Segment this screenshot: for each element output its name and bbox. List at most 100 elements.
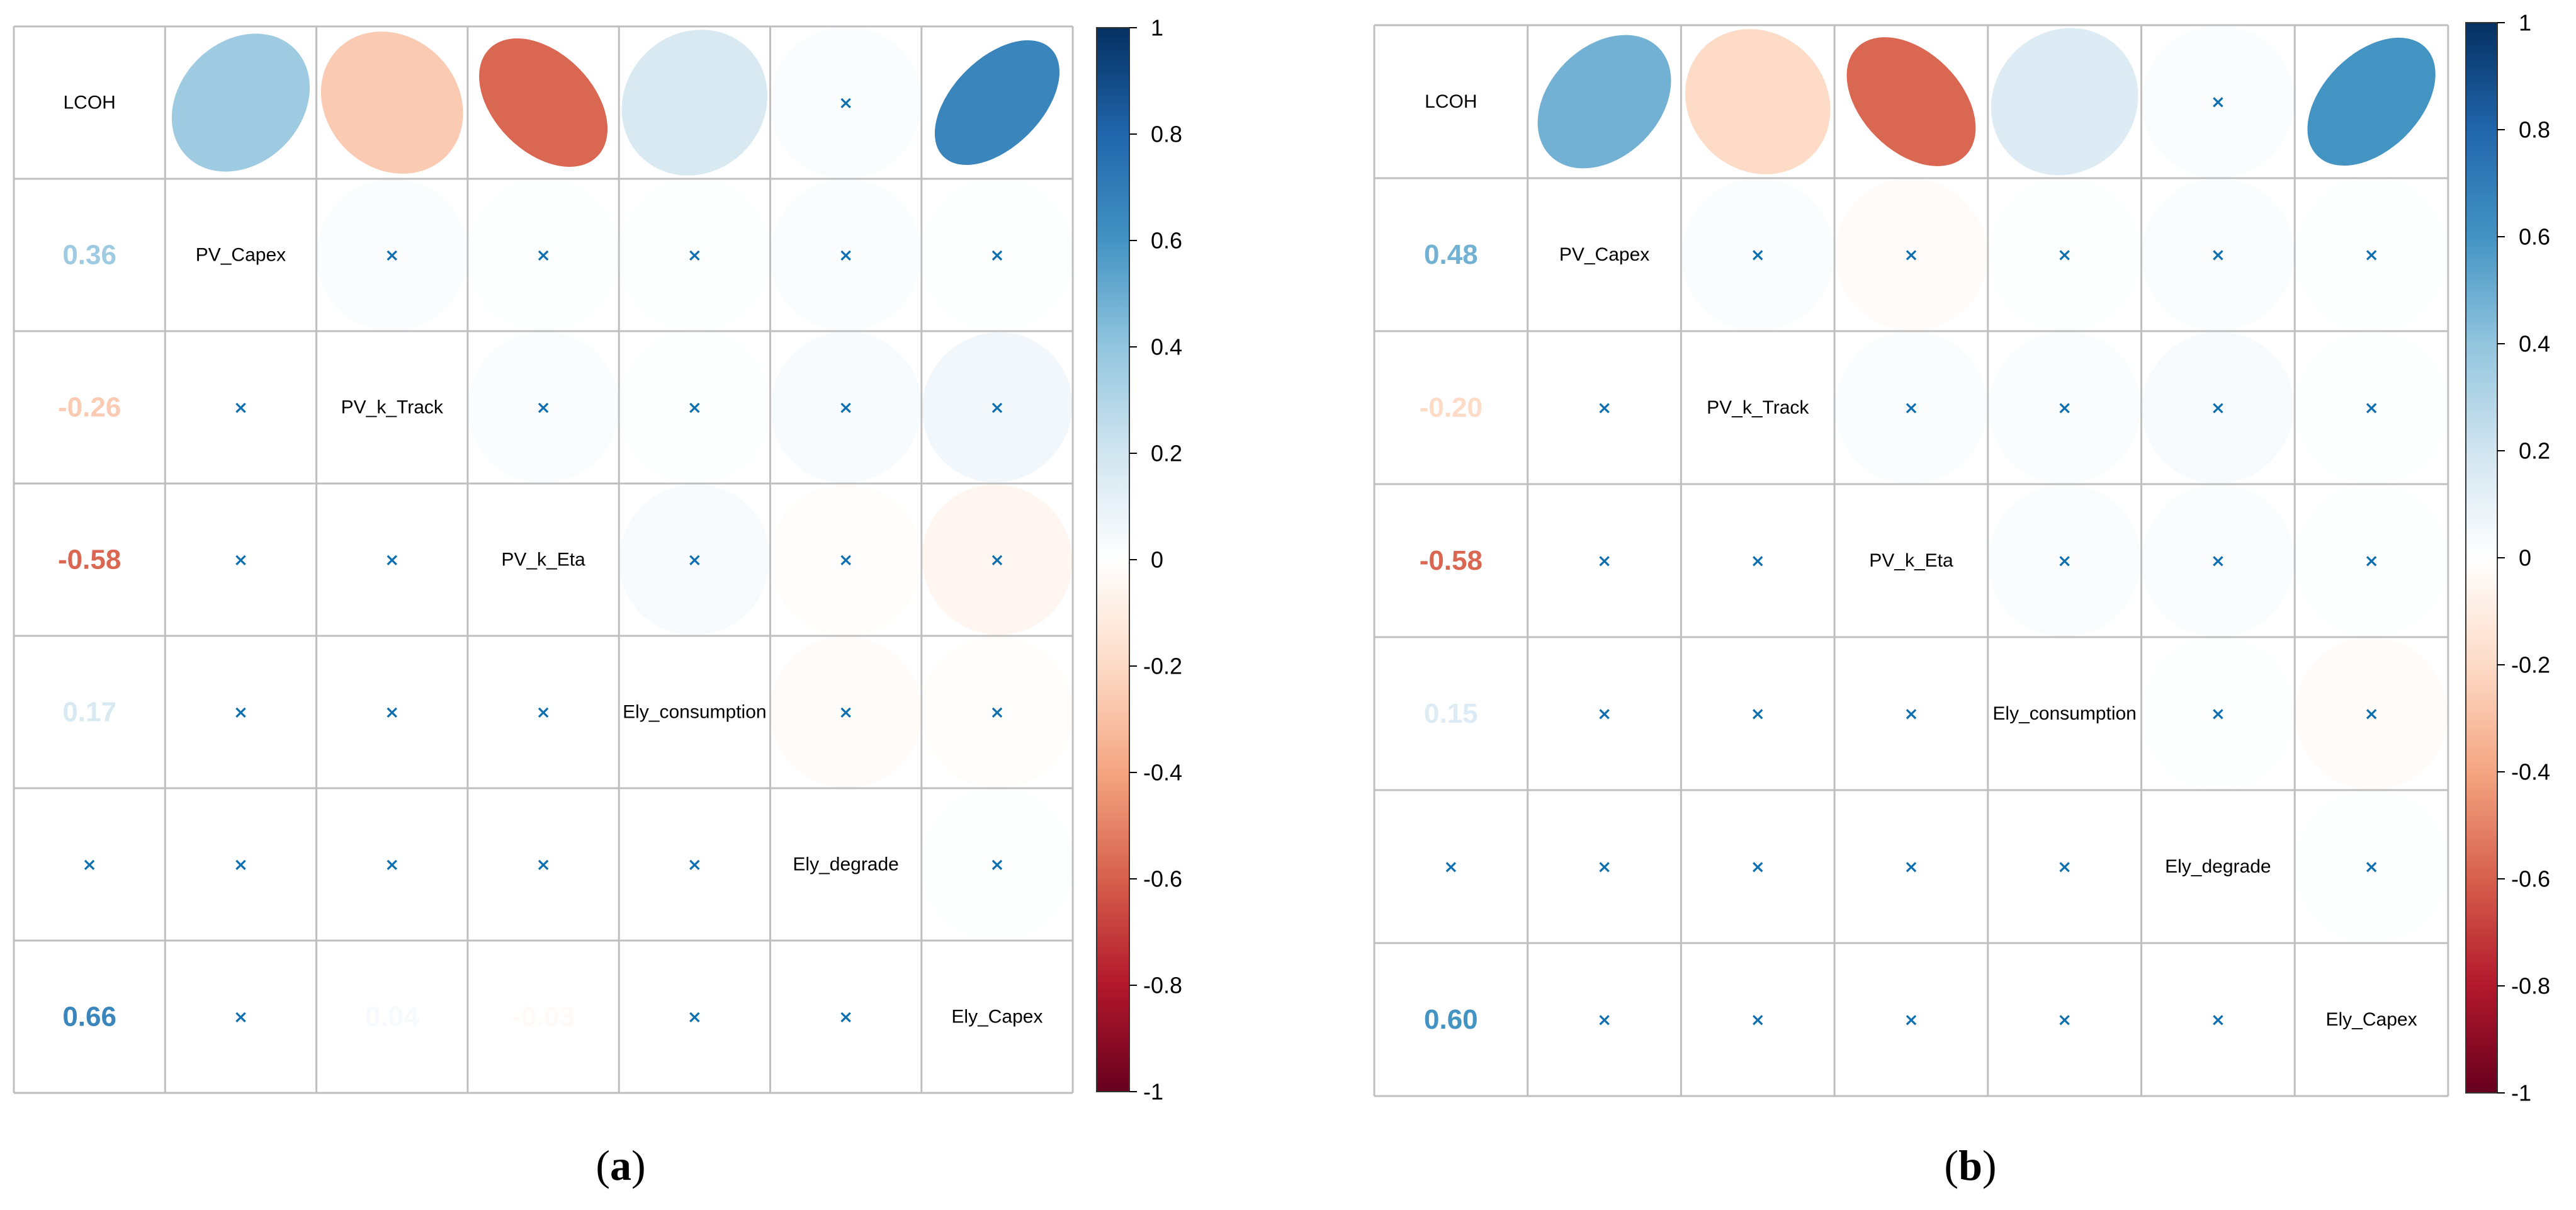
ellipse-cell-0-0-6 — [934, 40, 1059, 166]
ellipse-cell-0-0-4 — [621, 30, 768, 176]
insignificant-mark-cell-0-1-3: × — [536, 245, 550, 266]
coef-label-cell-1-6-0: 0.60 — [1424, 1004, 1478, 1035]
insignificant-mark-cell-1-3-6: × — [2364, 550, 2378, 571]
variable-label-ely-consumption: Ely_consumption — [623, 702, 766, 723]
insignificant-mark-cell-0-2-1: × — [234, 397, 248, 418]
insignificant-mark-cell-0-5-2: × — [385, 854, 399, 875]
ellipse-cell-0-1-2 — [316, 179, 468, 331]
insignificant-mark-cell-0-1-5: × — [839, 245, 853, 266]
colorbar-tick-label: -0.2 — [1143, 653, 1182, 679]
insignificant-mark-cell-0-5-0: × — [82, 854, 96, 875]
ellipse-cell-1-1-3 — [1835, 178, 1987, 331]
insignificant-mark-cell-0-4-3: × — [536, 702, 550, 723]
caption-b-letter: b — [1958, 1141, 1982, 1189]
ellipse-cell-1-3-6 — [2295, 484, 2448, 637]
ellipse-cell-1-0-4 — [1991, 28, 2138, 176]
insignificant-mark-cell-1-2-4: × — [2057, 397, 2072, 418]
variable-label-pv-k-track: PV_k_Track — [1707, 397, 1809, 418]
insignificant-mark-cell-1-2-6: × — [2364, 397, 2378, 418]
ellipse-cell-1-2-6 — [2295, 331, 2448, 484]
ellipse-cell-0-0-1 — [171, 33, 310, 172]
insignificant-mark-cell-1-6-4: × — [2057, 1009, 2072, 1030]
variable-label-ely-degrade: Ely_degrade — [793, 854, 898, 875]
ellipse-cell-1-5-6 — [2295, 790, 2448, 943]
insignificant-mark-cell-1-0-5: × — [2211, 91, 2225, 112]
insignificant-mark-cell-0-3-4: × — [687, 550, 702, 570]
insignificant-mark-cell-1-3-5: × — [2211, 550, 2225, 571]
coef-label-cell-1-3-0: -0.58 — [1420, 545, 1483, 576]
ellipse-cell-1-0-1 — [1537, 35, 1671, 169]
colorbar-tick-label: -1 — [2511, 1080, 2531, 1106]
insignificant-mark-cell-0-4-2: × — [385, 702, 399, 723]
ellipse-cell-0-1-4 — [618, 179, 771, 331]
variable-label-pv-capex: PV_Capex — [1559, 244, 1649, 265]
variable-label-ely-degrade: Ely_degrade — [2165, 856, 2271, 877]
insignificant-mark-cell-1-6-5: × — [2211, 1009, 2225, 1030]
insignificant-mark-cell-0-1-6: × — [990, 245, 1004, 266]
colorbar-tick-label: -0.4 — [1143, 760, 1182, 786]
insignificant-mark-cell-1-1-2: × — [1751, 244, 1765, 265]
ellipse-cell-1-1-4 — [1988, 178, 2141, 331]
colorbar-tick-label: 1 — [1151, 15, 1163, 41]
colorbar-tick-label: -1 — [1143, 1079, 1163, 1105]
insignificant-mark-cell-0-6-5: × — [839, 1007, 853, 1027]
insignificant-mark-cell-1-6-2: × — [1751, 1009, 1765, 1030]
insignificant-mark-cell-0-5-3: × — [536, 854, 550, 875]
ellipse-cell-1-0-2 — [1685, 29, 1831, 174]
variable-label-ely-capex: Ely_Capex — [2326, 1009, 2417, 1030]
caption-b: (b) — [1944, 1141, 1997, 1189]
ellipse-cell-1-0-6 — [2307, 37, 2436, 166]
coef-label-cell-0-1-0: 0.36 — [62, 240, 116, 271]
insignificant-mark-cell-0-1-4: × — [687, 245, 702, 266]
insignificant-mark-cell-0-0-5: × — [839, 93, 853, 113]
ellipse-cell-0-0-2 — [320, 31, 463, 174]
ellipse-cell-0-4-5 — [770, 636, 922, 788]
insignificant-mark-cell-0-6-4: × — [687, 1007, 702, 1027]
ellipse-cell-0-2-5 — [770, 331, 922, 483]
coef-label-cell-1-1-0: 0.48 — [1424, 239, 1478, 270]
ellipse-cell-0-1-3 — [467, 179, 619, 331]
colorbar-tick-label: -0.4 — [2511, 759, 2550, 785]
coef-label-cell-0-2-0: -0.26 — [58, 392, 121, 423]
colorbar — [1096, 27, 1130, 1092]
ellipse-cell-1-3-4 — [1988, 484, 2141, 637]
coef-label-cell-0-6-0: 0.66 — [62, 1002, 116, 1032]
insignificant-mark-cell-0-2-5: × — [839, 397, 853, 418]
variable-label-lcoh: LCOH — [63, 93, 115, 113]
caption-a: (a) — [596, 1141, 646, 1189]
coef-label-cell-1-4-0: 0.15 — [1424, 698, 1478, 729]
colorbar-tick-label: -0.6 — [2511, 866, 2550, 892]
ellipse-cell-1-3-5 — [2142, 484, 2295, 637]
insignificant-mark-cell-1-5-1: × — [1597, 856, 1612, 877]
ellipse-cell-1-1-6 — [2295, 178, 2448, 331]
colorbar-tick-label: 1 — [2519, 10, 2531, 36]
colorbar-tick-label: 0.8 — [1151, 122, 1182, 147]
insignificant-mark-cell-0-1-2: × — [385, 245, 399, 266]
insignificant-mark-cell-1-4-1: × — [1597, 703, 1612, 724]
colorbar-tick-label: 0.2 — [2519, 438, 2550, 464]
correlation-panel-a: LCOH × 0.36 PV_Capex × × × × × -0.26 × PV_k_Track × ×… — [13, 15, 1182, 1105]
ellipse-cell-0-5-6 — [921, 788, 1073, 941]
insignificant-mark-cell-1-5-0: × — [1443, 856, 1458, 877]
insignificant-mark-cell-1-3-1: × — [1597, 550, 1612, 571]
colorbar-tick-label: -0.8 — [1143, 973, 1182, 998]
ellipse-cell-0-3-6 — [922, 484, 1073, 635]
variable-label-ely-consumption: Ely_consumption — [1992, 703, 2136, 724]
ellipse-cell-0-4-6 — [921, 636, 1073, 788]
ellipse-cell-0-0-3 — [479, 38, 608, 167]
colorbar-tick-label: -0.2 — [2511, 652, 2550, 678]
insignificant-mark-cell-1-4-5: × — [2211, 703, 2225, 724]
insignificant-mark-cell-1-2-3: × — [1904, 397, 1918, 418]
insignificant-mark-cell-0-2-3: × — [536, 397, 550, 418]
variable-label-ely-capex: Ely_Capex — [951, 1007, 1042, 1027]
variable-label-lcoh: LCOH — [1425, 91, 1477, 112]
insignificant-mark-cell-0-2-4: × — [687, 397, 702, 418]
correlation-panel-b: LCOH ×0.48 PV_Capex × × × × ×-0.20 × PV_k_Track × ×… — [1373, 10, 2550, 1106]
ellipse-cell-0-2-4 — [618, 331, 771, 483]
insignificant-mark-cell-0-3-1: × — [234, 550, 248, 570]
coef-label-cell-0-3-0: -0.58 — [58, 545, 121, 575]
insignificant-mark-cell-1-4-2: × — [1751, 703, 1765, 724]
insignificant-mark-cell-1-3-2: × — [1751, 550, 1765, 571]
colorbar-tick-label: 0.4 — [1151, 334, 1182, 360]
